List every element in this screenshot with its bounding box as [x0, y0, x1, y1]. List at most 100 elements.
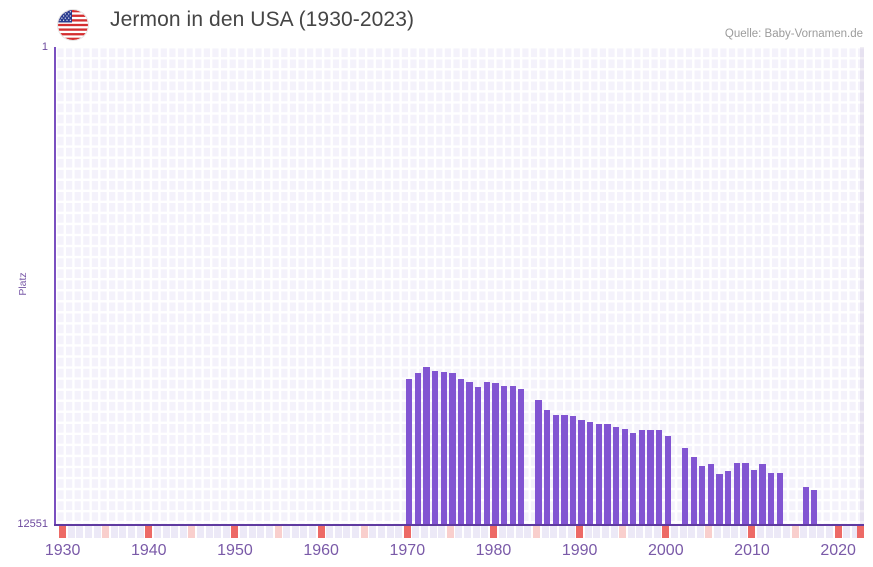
x-axis-label-2020: 2020 — [820, 542, 856, 559]
bar-1971[interactable] — [414, 373, 422, 525]
bar-1989[interactable] — [569, 416, 577, 525]
bar-2008[interactable] — [733, 463, 740, 525]
bar-1994[interactable] — [612, 427, 620, 525]
x-tick-2011 — [757, 526, 765, 538]
x-tick-1976 — [455, 526, 463, 538]
bar-1981[interactable] — [500, 386, 508, 525]
bar-2000[interactable] — [664, 436, 671, 525]
bar-1982[interactable] — [509, 386, 516, 525]
x-tick-1938 — [128, 526, 136, 538]
x-tick-2008 — [731, 526, 739, 538]
bar-1997[interactable] — [638, 430, 646, 525]
bar-1980[interactable] — [492, 383, 499, 525]
bar-1970[interactable] — [406, 379, 413, 525]
x-tick-1993 — [601, 526, 609, 538]
x-tick-2018 — [817, 526, 825, 538]
bar-1986[interactable] — [544, 410, 551, 525]
bar-1996[interactable] — [630, 433, 637, 525]
bar-2005[interactable] — [707, 464, 715, 525]
bar-1992[interactable] — [595, 424, 603, 525]
plot-area — [54, 47, 864, 525]
x-tick-2014 — [782, 526, 790, 538]
x-tick-2019 — [826, 526, 834, 538]
bar-2002[interactable] — [681, 448, 689, 525]
x-tick-1971 — [412, 526, 420, 538]
x-tick-1966 — [369, 526, 377, 538]
x-tick-1947 — [205, 526, 213, 538]
bar-2013[interactable] — [776, 473, 783, 525]
x-tick-1973 — [429, 526, 437, 538]
x-tick-1998 — [645, 526, 653, 538]
x-tick-1930 — [59, 526, 67, 538]
x-tick-1942 — [162, 526, 170, 538]
bar-1985[interactable] — [535, 400, 542, 525]
bar-2012[interactable] — [768, 473, 775, 525]
bar-1973[interactable] — [431, 371, 439, 525]
x-tick-2001 — [670, 526, 678, 538]
x-axis-line — [54, 524, 864, 526]
bar-series — [56, 47, 864, 525]
x-tick-1978 — [472, 526, 480, 538]
bar-1987[interactable] — [552, 415, 559, 525]
bar-2007[interactable] — [724, 471, 732, 525]
x-tick-1953 — [257, 526, 265, 538]
x-tick-2007 — [722, 526, 730, 538]
bar-1993[interactable] — [604, 424, 611, 525]
x-tick-1933 — [84, 526, 92, 538]
x-tick-1997 — [636, 526, 644, 538]
x-tick-1986 — [541, 526, 549, 538]
bar-1974[interactable] — [440, 372, 447, 525]
x-tick-1970 — [403, 526, 411, 538]
bar-2011[interactable] — [759, 464, 766, 525]
x-tick-1952 — [248, 526, 256, 538]
bar-2006[interactable] — [716, 474, 723, 525]
bar-1977[interactable] — [466, 382, 473, 525]
bar-1999[interactable] — [656, 430, 663, 525]
x-tick-2000 — [662, 526, 670, 538]
bar-2016[interactable] — [802, 487, 809, 525]
x-axis-label-1940: 1940 — [130, 542, 167, 559]
x-tick-1975 — [446, 526, 454, 538]
x-axis-label-1980: 1980 — [475, 542, 512, 559]
bar-1983[interactable] — [518, 389, 525, 525]
bar-1988[interactable] — [561, 415, 568, 525]
x-tick-1948 — [214, 526, 222, 538]
x-tick-1941 — [153, 526, 161, 538]
bar-2003[interactable] — [690, 457, 697, 525]
x-tick-1962 — [334, 526, 342, 538]
bar-1990[interactable] — [578, 420, 585, 525]
x-tick-1940 — [145, 526, 153, 538]
x-tick-2010 — [748, 526, 756, 538]
x-tick-1988 — [558, 526, 566, 538]
x-tick-1961 — [326, 526, 334, 538]
x-tick-1954 — [265, 526, 273, 538]
chart-title: Jermon in den USA (1930-2023) — [110, 8, 415, 31]
x-tick-1989 — [567, 526, 575, 538]
x-axis-tick-band — [54, 526, 864, 538]
x-tick-1972 — [421, 526, 429, 538]
x-tick-1964 — [352, 526, 360, 538]
bar-2004[interactable] — [699, 466, 706, 525]
bar-2009[interactable] — [742, 463, 749, 525]
bar-1998[interactable] — [647, 430, 654, 525]
x-tick-1960 — [317, 526, 325, 538]
x-tick-1990 — [576, 526, 584, 538]
bar-1991[interactable] — [587, 422, 594, 525]
bar-1975[interactable] — [449, 373, 456, 525]
x-tick-1981 — [498, 526, 506, 538]
x-tick-1957 — [291, 526, 299, 538]
bar-1979[interactable] — [483, 382, 490, 525]
x-tick-1946 — [196, 526, 204, 538]
bar-1972[interactable] — [423, 367, 430, 525]
x-tick-1944 — [179, 526, 187, 538]
bar-1976[interactable] — [457, 379, 465, 525]
us-flag-icon — [58, 10, 88, 40]
x-axis-label-1930: 1930 — [44, 542, 81, 559]
bar-2017[interactable] — [811, 490, 818, 525]
bar-2010[interactable] — [750, 470, 758, 525]
x-tick-2016 — [800, 526, 808, 538]
bar-1978[interactable] — [475, 387, 482, 525]
bar-1995[interactable] — [621, 429, 628, 525]
x-tick-1934 — [93, 526, 101, 538]
x-tick-1994 — [610, 526, 618, 538]
